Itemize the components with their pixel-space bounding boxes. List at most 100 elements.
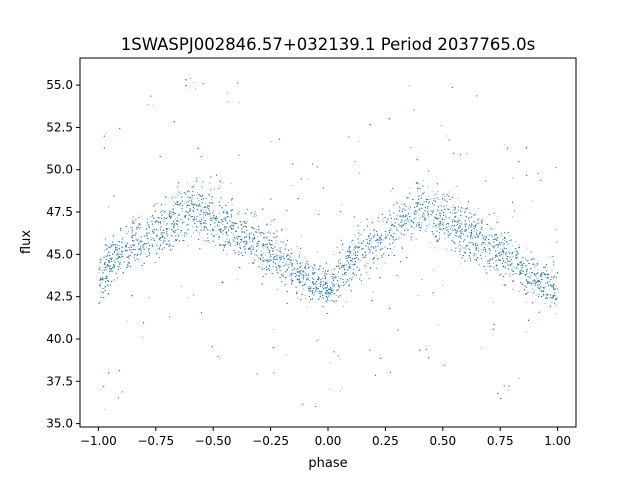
data-point — [546, 295, 548, 297]
data-point — [468, 221, 470, 223]
data-point — [211, 234, 213, 236]
data-point — [254, 211, 256, 213]
data-point — [147, 251, 149, 253]
data-point — [198, 200, 200, 202]
data-point — [109, 251, 111, 254]
data-point — [377, 244, 379, 246]
data-point — [316, 290, 318, 293]
data-point — [342, 305, 344, 307]
data-point — [189, 200, 191, 202]
data-point — [434, 223, 436, 225]
data-point — [190, 235, 193, 237]
data-point — [387, 233, 389, 235]
chart-title: 1SWASPJ002846.57+032139.1 Period 2037765… — [121, 35, 536, 54]
data-point — [253, 239, 255, 241]
data-point — [339, 358, 341, 360]
data-point — [381, 239, 383, 241]
data-point — [359, 260, 361, 262]
data-point — [219, 358, 221, 360]
data-point — [214, 244, 216, 246]
data-point — [117, 255, 119, 257]
data-point — [148, 104, 150, 106]
data-point — [377, 245, 379, 247]
data-point — [457, 246, 460, 248]
data-point — [475, 253, 477, 256]
data-point — [325, 284, 327, 286]
data-point — [193, 194, 195, 196]
data-point — [420, 194, 422, 196]
data-point — [175, 196, 177, 198]
data-point — [506, 149, 508, 151]
data-point — [476, 229, 478, 231]
data-point — [365, 272, 368, 274]
data-point — [295, 259, 297, 261]
data-point — [520, 270, 522, 272]
data-point — [459, 254, 462, 256]
data-point — [111, 269, 113, 271]
data-point — [408, 221, 410, 223]
data-point — [434, 247, 436, 249]
data-point — [461, 231, 464, 233]
data-point — [159, 240, 161, 242]
data-point — [154, 262, 156, 264]
data-point — [142, 247, 144, 249]
data-point — [229, 243, 231, 245]
data-point — [186, 224, 188, 226]
data-point — [424, 215, 426, 217]
data-point — [250, 232, 252, 234]
data-point — [464, 230, 467, 232]
data-point — [419, 195, 421, 197]
data-point — [509, 257, 511, 259]
data-point — [179, 219, 182, 221]
data-point — [109, 269, 112, 271]
data-point — [208, 195, 210, 197]
data-point — [127, 263, 129, 265]
data-point — [555, 288, 557, 290]
data-point — [193, 232, 195, 234]
data-point — [418, 226, 420, 228]
data-point — [439, 216, 441, 218]
data-point — [493, 241, 495, 244]
data-point — [314, 268, 317, 270]
data-point — [359, 235, 361, 237]
data-point — [351, 277, 353, 279]
data-point — [164, 203, 167, 206]
data-point — [128, 230, 130, 232]
data-point — [379, 238, 381, 240]
data-point — [420, 188, 422, 190]
data-point — [545, 293, 547, 295]
data-point — [332, 282, 334, 284]
data-point — [544, 285, 546, 288]
data-point — [427, 186, 429, 188]
data-point — [372, 246, 374, 248]
data-point — [551, 301, 553, 303]
data-point — [487, 263, 489, 265]
data-point — [297, 297, 299, 299]
data-point — [210, 233, 212, 235]
data-point — [191, 198, 193, 200]
data-point — [493, 262, 495, 265]
data-point — [456, 185, 458, 187]
data-point — [507, 261, 509, 263]
data-point — [446, 135, 448, 137]
data-point — [202, 209, 204, 211]
data-point — [224, 209, 226, 211]
data-point — [255, 216, 257, 218]
data-point — [443, 219, 446, 221]
data-point — [549, 297, 551, 299]
data-point — [253, 216, 255, 218]
data-point — [261, 245, 263, 247]
data-point — [448, 209, 450, 211]
data-point — [372, 236, 374, 238]
data-point — [122, 236, 124, 239]
data-point — [146, 246, 148, 248]
data-point — [268, 257, 270, 259]
data-point — [163, 212, 165, 214]
data-point — [459, 230, 461, 232]
data-point — [267, 231, 270, 233]
data-point — [138, 228, 141, 230]
data-point — [191, 226, 193, 228]
data-point — [362, 255, 364, 257]
data-point — [484, 255, 487, 257]
